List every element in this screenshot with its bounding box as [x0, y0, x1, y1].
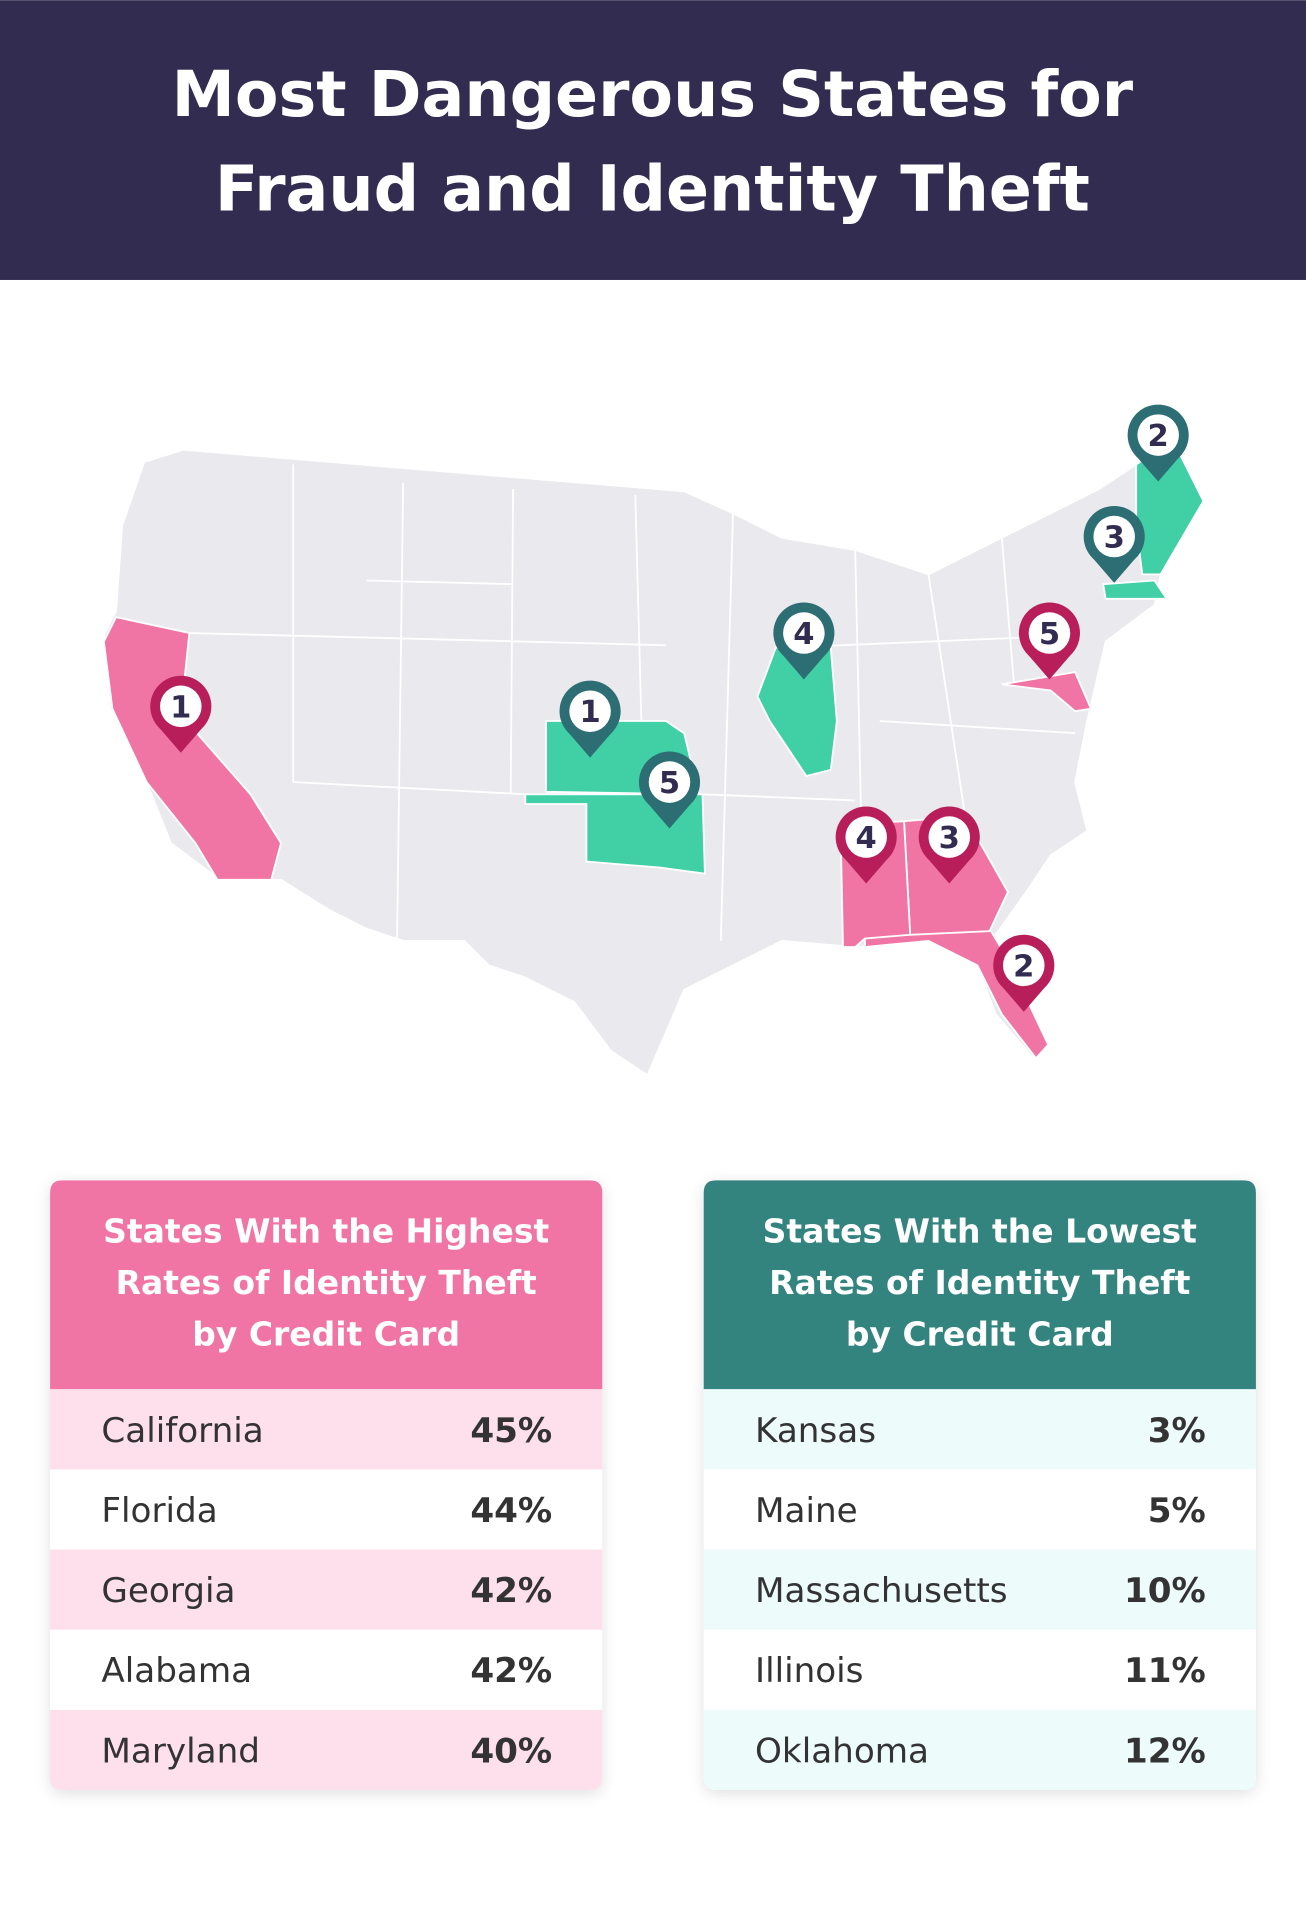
map-pin: 3 [1083, 505, 1145, 583]
state-name: Maryland [101, 1731, 260, 1771]
state-rate: 5% [1148, 1491, 1206, 1531]
pin-face [1093, 515, 1135, 558]
row-bg [50, 1709, 603, 1790]
row-bg [50, 1389, 603, 1470]
pin-label: 3 [939, 821, 960, 856]
tables: States With the Highest Rates of Identity… [50, 1180, 1256, 1790]
state-name: Maine [755, 1491, 858, 1531]
state-name: Oklahoma [755, 1731, 929, 1771]
pin-label: 2 [1148, 419, 1169, 454]
pin-label: 4 [856, 821, 877, 856]
pin-face [783, 612, 825, 654]
table-card: States With the Lowest Rates of Identity … [703, 1180, 1256, 1790]
state-rate: 12% [1124, 1731, 1206, 1771]
pin-face [845, 816, 887, 858]
pin-face [648, 761, 691, 803]
table-title-line: by Credit Card [192, 1314, 460, 1353]
table-title-line: States With the Lowest [763, 1212, 1197, 1251]
state-name: Illinois [755, 1651, 863, 1691]
map-pin: 4 [835, 806, 897, 884]
map-pin: 4 [773, 602, 835, 680]
title-line: Fraud and Identity Theft [215, 151, 1090, 225]
card-header [50, 1180, 603, 1390]
state-rate: 42% [470, 1571, 552, 1611]
pins: 1 2 3 4 5 1 2 3 4 5 [150, 404, 1189, 1012]
pin-face [928, 816, 971, 858]
state-borders [189, 464, 1076, 941]
map-pin: 1 [559, 680, 621, 758]
row-bg [703, 1549, 1256, 1630]
pin-label: 5 [1039, 617, 1060, 652]
state-rate: 45% [470, 1411, 552, 1451]
table-title-line: States With the Highest [103, 1212, 549, 1251]
row-bg [703, 1389, 1256, 1470]
state-rate: 44% [470, 1491, 552, 1531]
map-pin: 3 [918, 806, 980, 884]
row-bg [703, 1709, 1256, 1790]
map-pin: 2 [1127, 404, 1189, 482]
state-rate: 3% [1148, 1411, 1206, 1451]
state-name: Alabama [101, 1651, 252, 1691]
state-name: Massachusetts [755, 1571, 1008, 1611]
state-name: Florida [101, 1491, 217, 1531]
state-rate: 42% [470, 1651, 552, 1691]
table-title-line: Rates of Identity Theft [116, 1263, 537, 1302]
pin-face [160, 685, 202, 728]
pin-label: 3 [1104, 521, 1125, 556]
pin-face [1003, 944, 1045, 987]
state-name: California [101, 1411, 263, 1451]
row-bg [50, 1549, 603, 1630]
pin-face [1028, 612, 1071, 654]
title-line: Most Dangerous States for [172, 57, 1134, 131]
pin-label: 1 [170, 690, 191, 725]
pin-face [1137, 414, 1179, 456]
state-name: Georgia [101, 1571, 235, 1611]
state-name: Kansas [755, 1411, 876, 1451]
pin-label: 4 [793, 617, 814, 652]
table-card: States With the Highest Rates of Identity… [50, 1180, 603, 1790]
map-pin: 5 [1018, 602, 1080, 680]
pin-label: 2 [1013, 949, 1034, 984]
state-rate: 10% [1124, 1571, 1206, 1611]
map-pin: 5 [638, 751, 701, 829]
table-title-line: by Credit Card [846, 1314, 1114, 1353]
state-rate: 11% [1124, 1651, 1206, 1691]
state-rate: 40% [470, 1731, 552, 1771]
table-title-line: Rates of Identity Theft [769, 1263, 1190, 1302]
pin-label: 5 [659, 766, 680, 801]
pin-face [569, 690, 611, 732]
header-band [0, 0, 1306, 280]
map-pin: 1 [150, 675, 212, 753]
pin-label: 1 [579, 695, 600, 730]
card-header [703, 1180, 1256, 1390]
map-pin: 2 [993, 934, 1055, 1012]
